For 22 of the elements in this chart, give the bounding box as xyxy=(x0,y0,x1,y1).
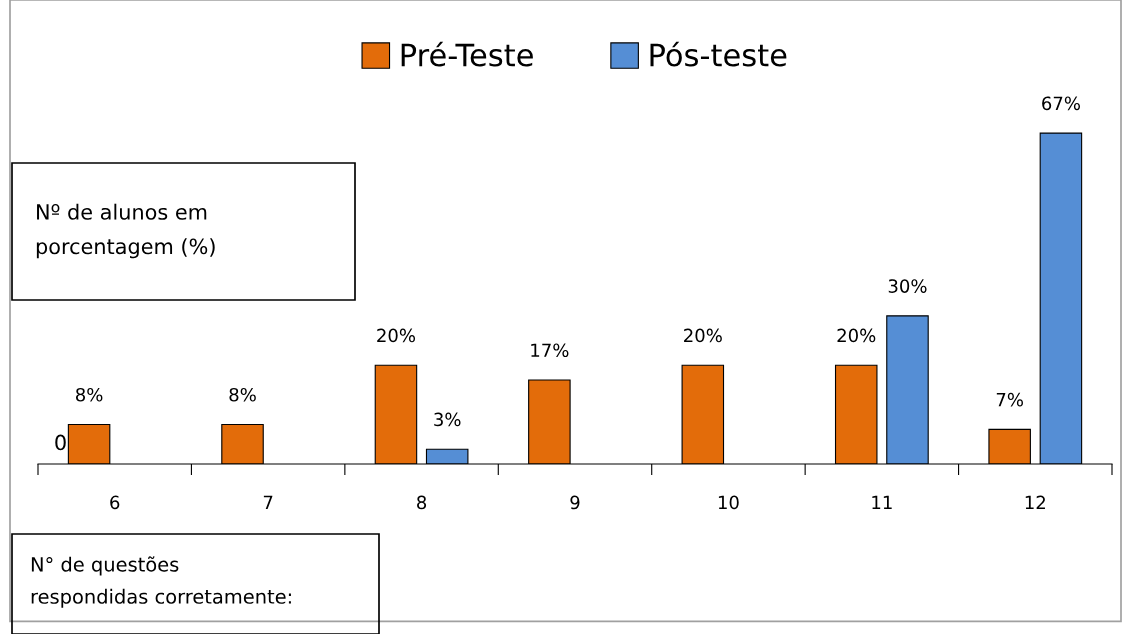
x-tick-label: 6 xyxy=(110,495,120,510)
data-label: 8% xyxy=(229,387,256,402)
legend-label: Pré-Teste xyxy=(401,41,533,67)
data-label: 67% xyxy=(1042,96,1080,111)
legend-label: Pós-teste xyxy=(650,41,787,67)
x-tick-label: 11 xyxy=(872,495,892,510)
x-tick-label: 8 xyxy=(417,495,427,510)
data-label: 3% xyxy=(434,412,461,427)
data-label: 20% xyxy=(837,328,876,343)
x-tick-label: 10 xyxy=(718,495,739,510)
y-axis-title: Nº de alunos em porcentagem (%) xyxy=(36,203,215,259)
data-label: 8% xyxy=(75,387,103,402)
data-label: 17% xyxy=(531,343,569,358)
data-label: 20% xyxy=(684,328,722,343)
x-tick-label: 9 xyxy=(570,495,580,510)
x-tick-label: 7 xyxy=(263,495,273,510)
data-label: 30% xyxy=(888,279,927,293)
x-axis-title: N° de questões respondidas corretamente: xyxy=(31,556,291,608)
data-label: 20% xyxy=(377,328,416,343)
x-tick-label: 12 xyxy=(1025,495,1045,510)
data-label: 7% xyxy=(996,392,1023,407)
annotation: 0 xyxy=(55,434,66,451)
